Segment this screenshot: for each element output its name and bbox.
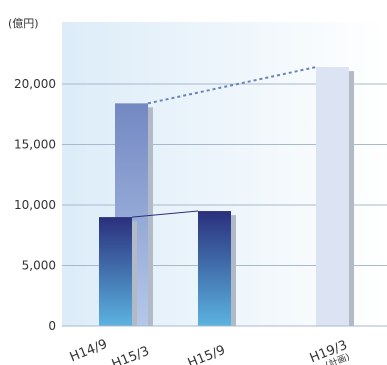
bar-H19-3: [316, 67, 349, 326]
y-tick-label: 20,000: [14, 77, 56, 91]
connector-solid: [131, 210, 199, 218]
x-tick-label: H15/9: [186, 343, 228, 365]
bar-H15-9: [198, 211, 231, 326]
x-tick-label: H14/9: [68, 337, 110, 365]
y-tick-label: 15,000: [14, 138, 56, 152]
y-unit-label: (億円): [8, 17, 39, 30]
bars: [99, 67, 354, 326]
connectors: [131, 66, 317, 218]
bar-shadow: [349, 71, 354, 326]
y-tick-label: 10,000: [14, 198, 56, 212]
connector-dashed: [147, 66, 317, 105]
y-tick-label: 5,000: [22, 259, 56, 273]
bar-H14-9: [99, 217, 132, 326]
x-tick-label: H15/3: [110, 344, 152, 365]
bar-shadow: [132, 221, 137, 326]
bar-shadow: [148, 107, 153, 326]
bar-shadow: [231, 215, 236, 326]
y-tick-label: 0: [48, 319, 56, 333]
